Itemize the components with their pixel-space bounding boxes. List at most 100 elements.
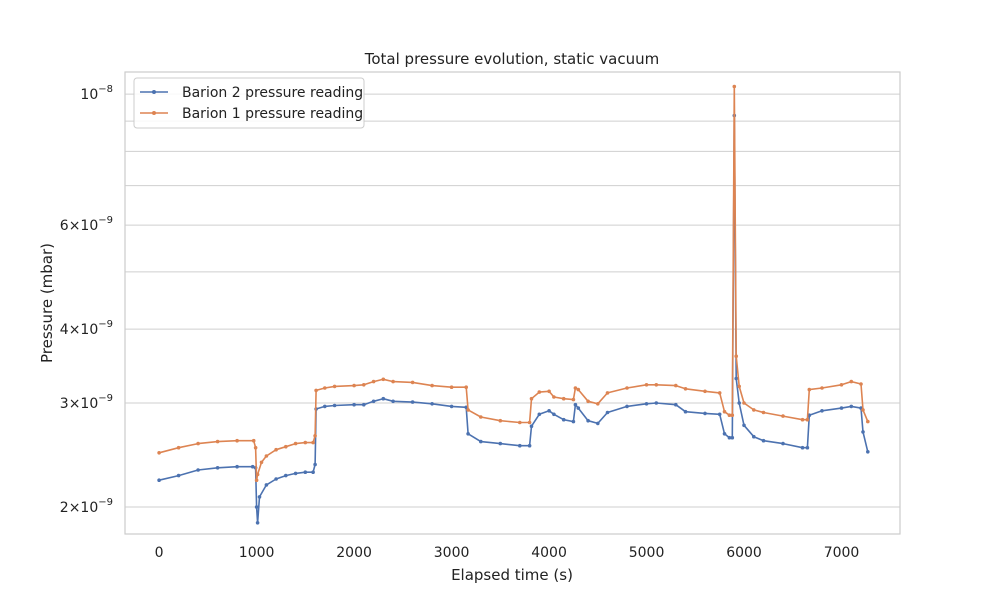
data-point (674, 402, 678, 407)
data-point (573, 386, 578, 390)
data-point (176, 473, 181, 478)
data-point (430, 383, 434, 388)
data-point (605, 410, 610, 415)
data-point (561, 396, 566, 401)
data-point (683, 387, 688, 391)
y-tick-label: 6×10−9 (60, 215, 113, 234)
data-point (849, 379, 854, 384)
data-point (391, 379, 395, 384)
data-point (313, 434, 317, 438)
data-point (215, 439, 220, 444)
data-point (849, 404, 854, 409)
series-layer (157, 84, 870, 525)
data-point (254, 478, 259, 483)
data-point (805, 445, 810, 450)
data-point (644, 383, 649, 387)
data-point (820, 409, 824, 413)
x-tick-label: 7000 (824, 545, 860, 561)
data-point (683, 409, 688, 414)
data-point (527, 443, 532, 448)
chart-title: Total pressure evolution, static vacuum (364, 50, 659, 68)
data-point (734, 376, 738, 381)
legend-marker (152, 90, 156, 94)
y-axis-label: Pressure (mbar) (38, 243, 56, 363)
data-point (303, 440, 308, 445)
data-point (381, 396, 386, 401)
data-point (479, 439, 483, 444)
data-point (274, 477, 278, 481)
data-point (807, 387, 812, 392)
data-point (332, 403, 337, 408)
data-point (730, 413, 735, 418)
data-point (727, 435, 732, 440)
data-point (861, 430, 865, 434)
data-point (264, 483, 269, 487)
data-point (866, 419, 870, 424)
data-point (311, 440, 315, 445)
data-point (254, 505, 259, 509)
data-point (466, 408, 470, 412)
data-point (284, 444, 288, 449)
data-point (861, 408, 865, 412)
legend-box (133, 77, 365, 129)
data-point (730, 435, 735, 440)
data-point (259, 460, 264, 465)
data-point (196, 468, 200, 472)
data-point (529, 396, 534, 401)
data-point (449, 385, 454, 390)
data-point (734, 354, 738, 359)
y-tick-label: 3×10−9 (60, 393, 113, 412)
data-point (323, 404, 327, 409)
data-point (381, 377, 386, 382)
data-point (537, 412, 542, 417)
data-point (352, 402, 356, 407)
x-tick-label: 5000 (629, 545, 665, 561)
data-point (537, 390, 542, 394)
data-point (311, 470, 315, 475)
data-point (196, 441, 200, 446)
data-point (625, 404, 629, 409)
x-tick-label: 3000 (434, 545, 470, 561)
x-tick-label: 0 (155, 545, 164, 561)
data-point (518, 443, 522, 448)
series-line (158, 85, 869, 481)
data-point (235, 438, 239, 443)
data-point (742, 401, 746, 405)
data-point (547, 389, 551, 394)
data-point (250, 464, 255, 469)
legend-label: Barion 2 pressure reading (182, 85, 363, 101)
series-line (158, 114, 869, 524)
data-point (274, 447, 278, 452)
data-point (654, 401, 659, 405)
data-point (576, 406, 581, 410)
data-point (464, 385, 469, 390)
data-point (255, 521, 260, 525)
data-point (761, 438, 766, 443)
data-point (717, 391, 722, 395)
data-point (727, 413, 732, 418)
data-point (157, 451, 161, 455)
data-point (284, 473, 288, 478)
data-point (654, 383, 659, 387)
data-point (552, 412, 556, 417)
data-point (717, 412, 722, 417)
data-point (625, 386, 629, 390)
y-tick-label: 10−8 (80, 84, 113, 103)
data-point (703, 389, 707, 394)
data-point (737, 384, 741, 389)
grid-lines (125, 93, 900, 508)
data-point (859, 382, 863, 386)
data-point (644, 402, 649, 406)
y-tick-label: 2×10−9 (60, 497, 113, 516)
data-point (257, 495, 262, 499)
data-point (820, 386, 824, 390)
data-point (410, 400, 415, 404)
data-point (703, 411, 707, 416)
data-point (761, 410, 766, 415)
data-point (449, 404, 454, 409)
data-point (866, 450, 870, 454)
data-point (596, 402, 600, 406)
data-point (737, 401, 741, 405)
data-point (527, 420, 532, 425)
data-point (303, 470, 308, 475)
